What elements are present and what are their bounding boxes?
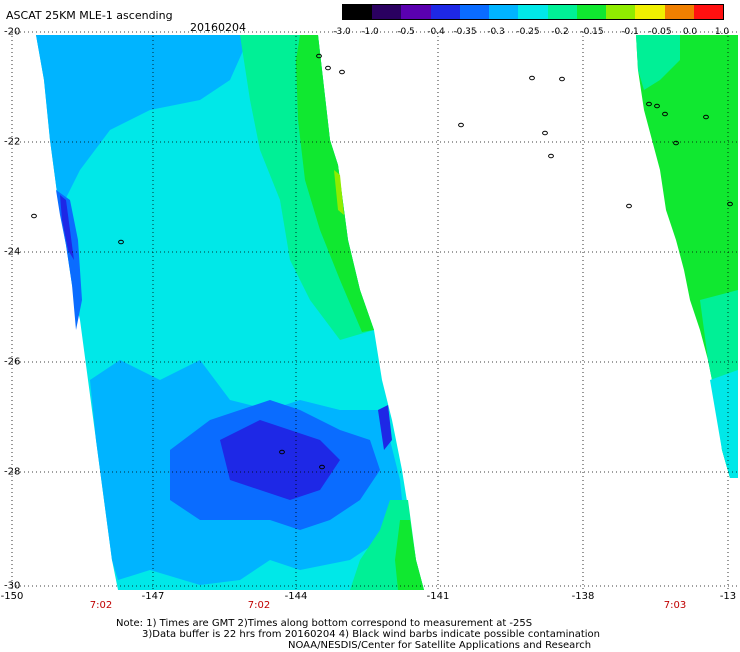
colorbar-segment: [518, 5, 549, 19]
island-outline: [31, 213, 37, 219]
colorbar-tick-label: -1.0: [361, 27, 379, 37]
colorbar-tick-label: 0.0: [682, 27, 698, 37]
map-date: 20160204: [190, 21, 246, 34]
time-label-3: 7:03: [663, 600, 687, 611]
lon-label-150: -150: [0, 591, 24, 602]
island-outline: [118, 239, 124, 245]
note-line-2: 3)Data buffer is 22 hrs from 20160204 4)…: [142, 629, 600, 640]
zone-blue-edge: [378, 405, 392, 450]
lon-label-138: -138: [571, 591, 595, 602]
island-outline: [279, 449, 285, 455]
colorbar-tick-label: -0.5: [397, 27, 415, 37]
island-outline: [673, 140, 679, 146]
island-outline: [654, 103, 660, 109]
zone-blue-west: [60, 195, 74, 260]
island-outline: [646, 101, 652, 107]
lon-label-147: -147: [141, 591, 165, 602]
lon-label-144: -144: [284, 591, 308, 602]
colorbar-segment: [635, 5, 666, 19]
zone-mblue-west: [56, 190, 82, 330]
lat-label-30: -30: [4, 580, 21, 592]
lat-label-20: -20: [4, 26, 21, 38]
graticule: [11, 31, 738, 590]
lat-label-26: -26: [4, 356, 21, 368]
lat-label-22: -22: [4, 136, 21, 148]
colorbar-segment: [343, 5, 373, 19]
island-outline: [548, 153, 554, 159]
colorbar-tick-label: -3.0: [333, 27, 351, 37]
island-outline: [319, 464, 325, 470]
island-outline: [662, 111, 668, 117]
island-outline: [626, 203, 632, 209]
island-outline: [325, 65, 331, 71]
colorbar-tick-label: 1.0: [714, 27, 730, 37]
zone-teal-right: [636, 35, 680, 90]
island-outline: [559, 76, 565, 82]
zone-blue-core: [220, 420, 340, 500]
note-line-1: Note: 1) Times are GMT 2)Times along bot…: [116, 618, 533, 629]
lat-label-28: -28: [4, 466, 21, 478]
zone-lime-edge: [334, 170, 344, 215]
zone-lblue-north: [36, 35, 250, 210]
colorbar-segment: [459, 5, 490, 19]
colorbar-segment: [693, 5, 724, 19]
lat-label-24: -24: [4, 246, 21, 258]
island-outline: [316, 53, 322, 59]
colorbar-segment: [547, 5, 578, 19]
zone-green-east: [296, 35, 374, 332]
island-outline: [542, 130, 548, 136]
lon-label-141: -141: [426, 591, 450, 602]
swaths: [36, 35, 738, 590]
note-line-3: NOAA/NESDIS/Center for Satellite Applica…: [288, 640, 592, 651]
colorbar-segment: [372, 5, 402, 19]
zone-cyan-right-south: [710, 370, 738, 478]
colorbar-segment: [664, 5, 695, 19]
colorbar: [342, 4, 724, 20]
colorbar-segment: [489, 5, 519, 19]
colorbar-segment: [401, 5, 432, 19]
colorbar-segment: [430, 5, 461, 19]
colorbar-segment: [576, 5, 607, 19]
island-outline: [703, 114, 709, 120]
lon-label-13: -13: [719, 591, 737, 602]
time-label-1: 7:02: [89, 600, 113, 611]
island-outline: [339, 69, 345, 75]
time-label-2: 7:02: [247, 600, 271, 611]
colorbar-segment: [606, 5, 636, 19]
island-outline: [458, 122, 464, 128]
colorbar-tick-label: -0.1: [621, 27, 639, 37]
map-title: ASCAT 25KM MLE-1 ascending: [6, 9, 173, 22]
zone-green-south: [395, 520, 424, 590]
island-outline: [529, 75, 535, 81]
